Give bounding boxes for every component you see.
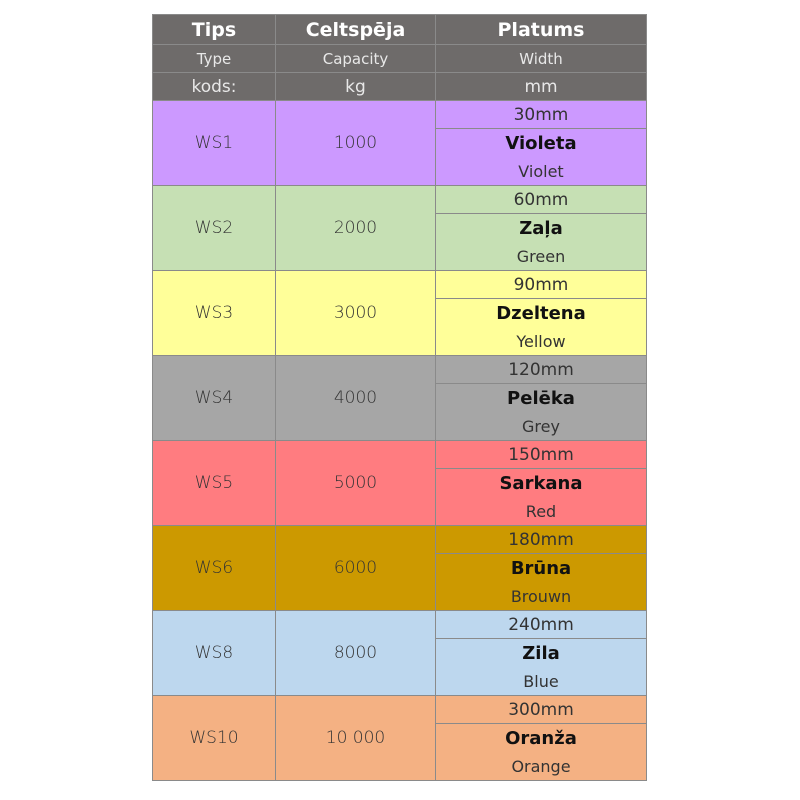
width-value: 180mm [435,525,647,554]
header-row-units: kods: kg mm [152,72,647,101]
capacity-value: 8000 [275,610,436,696]
type-code: WS8 [152,610,276,696]
header-unit-mm: mm [435,72,647,101]
color-name-en: Brouwn [435,583,647,611]
table-row-sub: Pelēka [153,383,647,413]
table-row: WS10 10 000 300mm [152,695,647,781]
table-row: WS6 6000 180mm [152,525,647,611]
type-code: WS3 [152,270,276,356]
color-name-en: Orange [435,753,647,781]
type-code: WS6 [152,525,276,611]
color-name-lv: Violeta [435,128,647,158]
color-name-en: Yellow [435,328,647,356]
header-capacity-lv: Celtspēja [275,14,436,45]
header-unit-kg: kg [275,72,436,101]
color-name-lv: Dzeltena [435,298,647,328]
type-code: WS10 [152,695,276,781]
table-row-sub: Brūna [153,553,647,583]
capacity-value: 10 000 [275,695,436,781]
type-code: WS4 [152,355,276,441]
table-row: WS3 3000 90mm [152,270,647,356]
table-row-sub: Sarkana [153,468,647,498]
capacity-value: 1000 [275,100,436,186]
header-width-lv: Platums [435,14,647,45]
table-row-sub: Green [153,243,647,271]
color-name-en: Blue [435,668,647,696]
table-row-sub: Oranža [153,723,647,753]
capacity-value: 5000 [275,440,436,526]
color-name-en: Violet [435,158,647,186]
header-row-english: Type Capacity Width [152,44,647,73]
table-row: WS2 2000 60mm [152,185,647,271]
table-row: WS4 4000 120mm [152,355,647,441]
table-row-sub: Blue [153,668,647,696]
sling-spec-table: Tips Celtspēja Platums Type Capacity Wid… [152,14,647,781]
capacity-value: 4000 [275,355,436,441]
header-capacity-en: Capacity [275,44,436,73]
table-row-sub: Brouwn [153,583,647,611]
table-row-sub: Zaļa [153,213,647,243]
width-value: 300mm [435,695,647,724]
table-row-sub: Zila [153,638,647,668]
table-row: WS1 1000 30mm [152,100,647,186]
header-type-lv: Tips [152,14,276,45]
capacity-value: 6000 [275,525,436,611]
header-width-en: Width [435,44,647,73]
header-type-en: Type [152,44,276,73]
header-row-title: Tips Celtspēja Platums [152,14,647,45]
table-row-sub: Red [153,498,647,526]
color-name-en: Red [435,498,647,526]
header-code-label: kods: [152,72,276,101]
type-code: WS1 [152,100,276,186]
table-row: WS5 5000 150mm [152,440,647,526]
color-name-lv: Zila [435,638,647,668]
color-name-lv: Pelēka [435,383,647,413]
type-code: WS2 [152,185,276,271]
table-row: WS8 8000 240mm [152,610,647,696]
capacity-value: 2000 [275,185,436,271]
color-name-en: Green [435,243,647,271]
capacity-value: 3000 [275,270,436,356]
color-name-lv: Oranža [435,723,647,753]
color-name-lv: Sarkana [435,468,647,498]
width-value: 30mm [435,100,647,129]
table-row-sub: Violeta [153,128,647,158]
width-value: 90mm [435,270,647,299]
width-value: 120mm [435,355,647,384]
color-name-lv: Zaļa [435,213,647,243]
width-value: 60mm [435,185,647,214]
table-row-sub: Dzeltena [153,298,647,328]
width-value: 240mm [435,610,647,639]
type-code: WS5 [152,440,276,526]
color-name-lv: Brūna [435,553,647,583]
table-row-sub: Orange [153,753,647,781]
table-row-sub: Violet [153,158,647,186]
width-value: 150mm [435,440,647,469]
color-name-en: Grey [435,413,647,441]
